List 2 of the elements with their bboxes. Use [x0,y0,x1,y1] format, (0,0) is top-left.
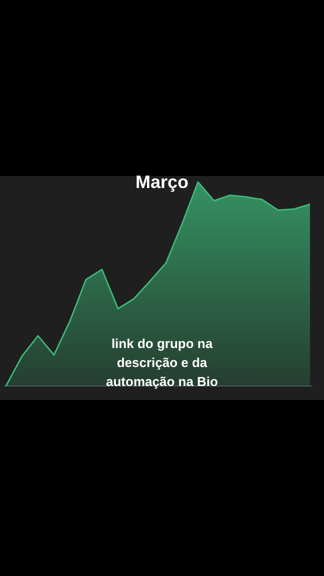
chart-title: Março [135,172,189,192]
annotation: link do grupo na descrição e da automação na Bio [106,336,218,389]
